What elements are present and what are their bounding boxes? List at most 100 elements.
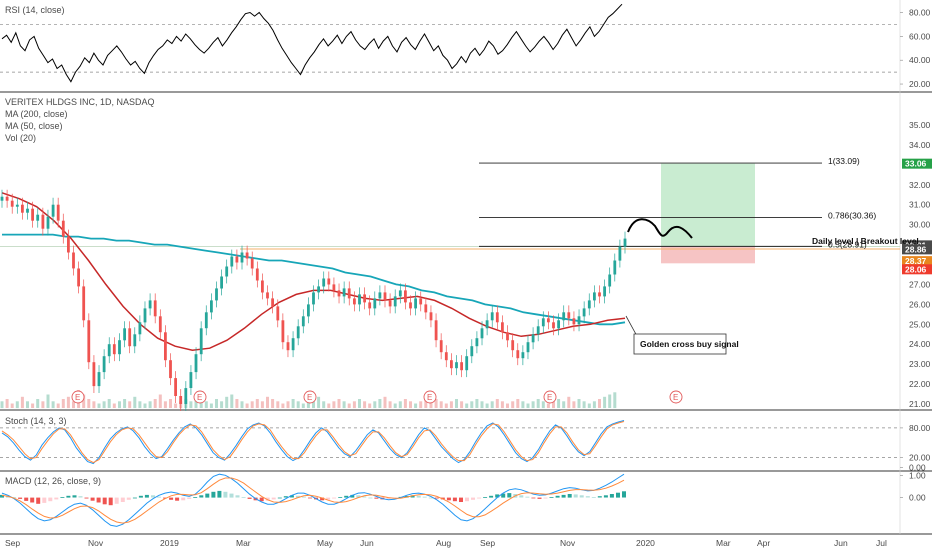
candle-body[interactable] — [189, 372, 193, 388]
candle-body[interactable] — [322, 278, 326, 287]
candle-body[interactable] — [547, 318, 550, 323]
candle-body[interactable] — [220, 276, 223, 289]
candle-body[interactable] — [87, 320, 91, 363]
candle-body[interactable] — [593, 292, 596, 301]
candle-body[interactable] — [378, 292, 382, 299]
candle-body[interactable] — [77, 268, 80, 287]
candle-body[interactable] — [577, 316, 581, 325]
candle-body[interactable] — [261, 280, 264, 293]
candle-body[interactable] — [327, 278, 331, 285]
candle-body[interactable] — [118, 340, 121, 355]
candle-body[interactable] — [618, 246, 622, 261]
candle-body[interactable] — [439, 340, 443, 353]
candle-body[interactable] — [307, 304, 310, 317]
candle-body[interactable] — [317, 286, 320, 293]
candle-body[interactable] — [490, 312, 494, 321]
candle-body[interactable] — [204, 312, 208, 329]
candle-body[interactable] — [516, 350, 520, 359]
candle-body[interactable] — [31, 208, 34, 221]
candle-body[interactable] — [485, 320, 489, 329]
candle-body[interactable] — [250, 258, 254, 269]
candle-body[interactable] — [56, 204, 60, 221]
candle-body[interactable] — [388, 300, 392, 307]
candle-body[interactable] — [383, 292, 387, 301]
candle-body[interactable] — [424, 304, 428, 313]
candle-body[interactable] — [36, 214, 40, 221]
candle-body[interactable] — [184, 388, 188, 404]
earnings-marker[interactable] — [193, 390, 207, 404]
candle-body[interactable] — [235, 256, 239, 263]
candle-body[interactable] — [368, 302, 372, 309]
candle-body[interactable] — [153, 300, 157, 317]
candle-body[interactable] — [281, 320, 285, 343]
candle-body[interactable] — [312, 292, 315, 305]
candle-body[interactable] — [97, 372, 101, 387]
candle-body[interactable] — [255, 268, 259, 281]
candle-body[interactable] — [450, 360, 453, 369]
candle-body[interactable] — [271, 298, 274, 307]
candle-body[interactable] — [409, 302, 412, 309]
candle-body[interactable] — [107, 344, 111, 357]
macd-title[interactable]: MACD (12, 26, close, 9) — [5, 476, 101, 486]
symbol-title[interactable]: VERITEX HLDGS INC, 1D, NASDAQ — [5, 97, 155, 107]
candle-body[interactable] — [414, 298, 417, 309]
projected-path[interactable] — [627, 218, 693, 239]
earnings-marker[interactable] — [71, 390, 85, 404]
candle-body[interactable] — [444, 352, 448, 361]
loss-zone[interactable] — [661, 246, 755, 264]
candle-body[interactable] — [112, 344, 116, 355]
candle-body[interactable] — [240, 252, 244, 263]
candle-body[interactable] — [393, 296, 397, 307]
candle-body[interactable] — [210, 300, 213, 313]
candle-body[interactable] — [531, 334, 535, 343]
candle-body[interactable] — [67, 236, 70, 253]
candle-body[interactable] — [21, 204, 24, 213]
candle-body[interactable] — [148, 300, 152, 309]
candle-body[interactable] — [230, 256, 234, 267]
candle-body[interactable] — [169, 360, 172, 379]
earnings-marker[interactable] — [423, 390, 437, 404]
candle-body[interactable] — [501, 322, 504, 333]
candle-body[interactable] — [455, 362, 458, 369]
candle-body[interactable] — [434, 320, 438, 341]
ma50-legend[interactable]: MA (50, close) — [5, 121, 63, 131]
ma200-legend[interactable]: MA (200, close) — [5, 109, 68, 119]
candle-body[interactable] — [194, 354, 198, 373]
candle-body[interactable] — [215, 288, 218, 301]
candle-body[interactable] — [296, 326, 300, 339]
candle-body[interactable] — [92, 362, 96, 387]
candle-body[interactable] — [164, 332, 167, 361]
candle-body[interactable] — [72, 252, 75, 269]
candle-body[interactable] — [46, 216, 50, 229]
candle-body[interactable] — [358, 294, 361, 305]
candle-body[interactable] — [102, 356, 106, 373]
candle-body[interactable] — [557, 320, 560, 329]
candle-body[interactable] — [41, 214, 45, 229]
candle-body[interactable] — [598, 292, 601, 297]
candle-body[interactable] — [521, 352, 525, 359]
earnings-marker[interactable] — [669, 390, 683, 404]
candle-body[interactable] — [174, 378, 177, 396]
candle-body[interactable] — [337, 290, 341, 297]
candle-body[interactable] — [225, 266, 229, 277]
candle-body[interactable] — [582, 308, 586, 317]
candle-body[interactable] — [5, 196, 9, 201]
candle-body[interactable] — [128, 328, 132, 347]
candle-body[interactable] — [342, 288, 346, 297]
candle-body[interactable] — [143, 308, 147, 323]
candle-body[interactable] — [475, 338, 479, 347]
candle-body[interactable] — [123, 328, 126, 341]
candle-body[interactable] — [404, 290, 407, 303]
candle-body[interactable] — [587, 300, 591, 309]
candle-body[interactable] — [511, 340, 515, 351]
candle-body[interactable] — [0, 196, 4, 201]
candle-body[interactable] — [541, 318, 545, 327]
candle-body[interactable] — [276, 306, 280, 321]
candle-body[interactable] — [61, 220, 65, 237]
candle-body[interactable] — [158, 316, 162, 333]
candle-body[interactable] — [363, 294, 366, 303]
vol-legend[interactable]: Vol (20) — [5, 133, 36, 143]
candle-body[interactable] — [465, 356, 469, 371]
candle-body[interactable] — [138, 322, 142, 335]
candle-body[interactable] — [398, 290, 402, 297]
